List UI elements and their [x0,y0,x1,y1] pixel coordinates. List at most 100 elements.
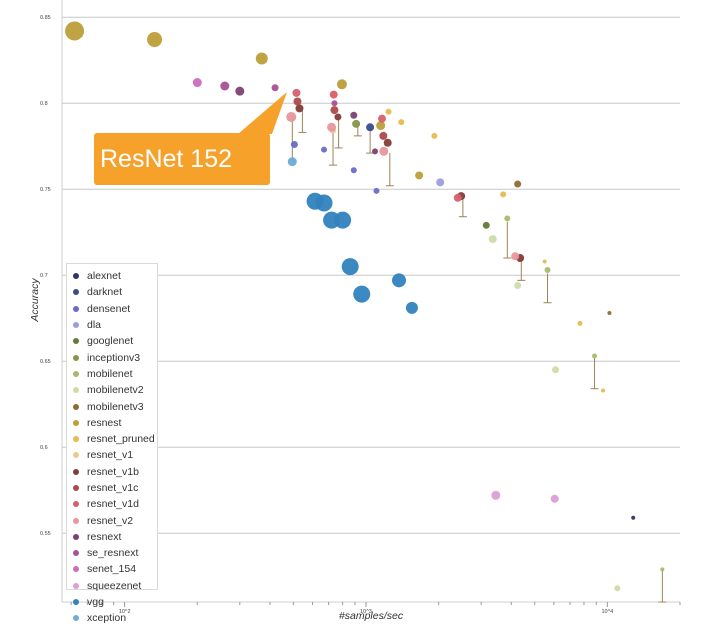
point-vgg [334,211,352,229]
legend-swatch [73,289,79,296]
error-bar [334,118,343,149]
y-tick-label: 0.85 [40,15,51,21]
point-resnet_pruned [500,191,507,198]
point-resnest [255,52,268,65]
legend-item-vgg: vgg [73,594,157,610]
legend-item-googlenet: googlenet [73,333,157,349]
point-mobilenetv2 [614,585,621,592]
legend-swatch [73,550,79,557]
point-resnet_v2 [379,146,389,156]
legend-label: resnet_v1 [87,449,134,462]
legend-item-se_resnext: se_resnext [73,545,157,561]
legend-item-resnet_v2: resnet_v2 [73,512,157,528]
point-vgg [392,273,407,288]
legend-label: resnet_v1b [87,465,139,478]
resnet-152-callout: ResNet 152 [94,133,270,185]
callout-text: ResNet 152 [100,145,233,173]
point-inceptionv3 [352,119,361,128]
legend-swatch [73,566,79,573]
legend-swatch [73,338,79,345]
legend-item-senet_154: senet_154 [73,561,157,577]
point-mobilenetv2 [488,235,497,244]
legend-label: resnet_v1d [87,498,139,511]
point-xception [287,157,297,167]
legend-swatch [73,582,79,589]
legend-swatch [73,387,79,394]
point-resnet_v2 [511,252,520,261]
point-resnet_v1c [330,106,339,115]
legend-swatch [73,403,79,410]
legend-swatch [73,436,79,443]
point-resnet_pruned [385,108,392,115]
data-points [65,21,665,592]
point-googlenet [482,221,490,229]
point-mobilenet [544,267,551,274]
legend-item-resnet_pruned: resnet_pruned [73,431,157,447]
error-bar [658,571,667,603]
point-squeezenet [550,494,559,503]
legend-label: se_resnext [87,547,139,560]
legend-label: resnext [87,530,122,543]
legend-item-resnet_v1c: resnet_v1c [73,480,157,496]
point-senet_154 [192,78,202,88]
y-axis-label: Accuracy [29,278,41,323]
point-resnet_v1b [383,138,392,147]
point-resnext [372,148,379,155]
legend-item-mobilenetv2: mobilenetv2 [73,382,157,398]
point-resnet_v1c [379,131,388,140]
point-resnet_pruned [542,259,547,264]
point-resnest [376,121,386,131]
legend-label: dla [87,319,102,332]
point-resnext [350,111,358,119]
point-resnet_v1d [378,114,387,123]
legend-swatch [73,419,79,426]
legend-item-resnest: resnest [73,415,157,431]
point-resnext [235,86,245,96]
legend: alexnet darknet densenet dla googlenet incept… [66,263,158,624]
x-tick-label: 10^2 [119,609,131,615]
point-resnet_v2 [286,111,297,122]
point-densenet [373,187,380,194]
legend-item-mobilenetv3: mobilenetv3 [73,398,157,414]
error-bar [503,221,512,259]
legend-label: mobilenet [87,367,133,380]
legend-label: densenet [87,302,131,315]
point-mobilenet [504,215,511,222]
point-resnest [147,32,163,48]
legend-item-darknet: darknet [73,284,157,300]
y-tick-label: 0.7 [40,273,48,279]
y-tick-label: 0.8 [40,101,48,107]
point-resnet_v1d [453,193,462,202]
error-bar [385,153,394,187]
x-axis-label: #samples/sec [339,610,404,622]
point-resnet_v1d [292,88,301,97]
legend-label: resnet_v2 [87,514,134,527]
legend-swatch [73,273,79,280]
legend-item-resnext: resnext [73,529,157,545]
legend-swatch [73,517,79,524]
y-tick-label: 0.75 [40,187,51,193]
legend-label: squeezenet [87,579,142,592]
point-resnet_v2 [327,122,337,132]
point-se_resnext [271,84,279,92]
point-resnest [415,171,424,180]
x-tick-labels: 10^2 10^3 10^4 [70,602,681,615]
point-densenet [290,140,298,148]
legend-label: inceptionv3 [87,351,141,364]
point-resnet_v1b [334,113,342,121]
point-resnet_pruned [601,388,606,393]
legend-label: resnest [87,416,122,429]
legend-item-dla: dla [73,317,157,333]
error-bar [329,129,338,166]
point-mobilenetv3 [607,311,612,316]
y-tick-labels: 0.85 0.8 0.75 0.7 0.65 0.6 0.55 [40,15,51,537]
point-vgg [341,258,359,276]
y-tick-label: 0.55 [40,531,51,537]
legend-label: googlenet [87,335,134,348]
legend-item-squeezenet: squeezenet [73,578,157,594]
legend-item-xception: xception [73,610,157,626]
error-bar [590,357,599,390]
legend-label: alexnet [87,270,121,283]
point-mobilenetv2 [514,282,522,290]
point-resnet_pruned [398,119,405,126]
